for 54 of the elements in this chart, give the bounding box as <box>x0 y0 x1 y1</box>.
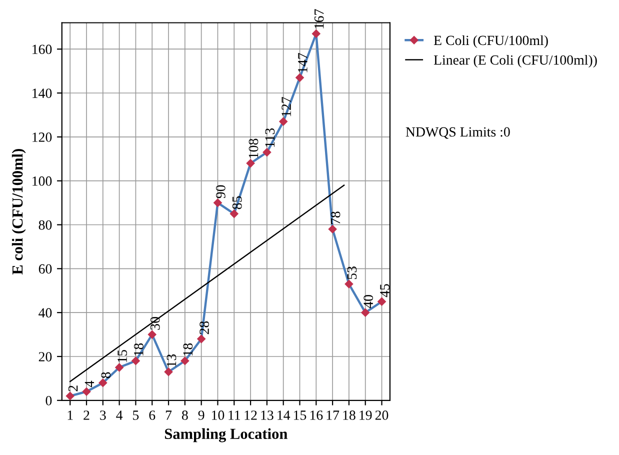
data-label: 2 <box>68 386 78 392</box>
x-tick-label: 17 <box>326 410 340 420</box>
x-tick-label: 10 <box>212 410 224 420</box>
y-tick-label: 140 <box>32 88 52 98</box>
x-tick-label: 8 <box>182 410 188 420</box>
x-tick-label: 14 <box>278 410 290 420</box>
y-tick-label: 20 <box>38 352 52 362</box>
x-tick-label: 9 <box>198 410 204 420</box>
y-axis-title: E coli (CFU/100ml) <box>12 149 26 275</box>
x-tick-label: 3 <box>100 410 106 420</box>
data-label: 28 <box>200 321 209 334</box>
text: NDWQS Limits :0 <box>406 127 510 139</box>
y-tick-label: 100 <box>32 176 52 186</box>
x-tick-label: 11 <box>228 410 240 420</box>
x-tick-label: 16 <box>310 410 323 420</box>
legend-label: Linear (E Coli (CFU/100ml)) <box>434 54 597 68</box>
legend-label: E Coli (CFU/100ml) <box>434 35 548 48</box>
data-label: 13 <box>166 354 176 366</box>
data-label: 8 <box>101 372 111 378</box>
y-tick-label: 40 <box>38 308 52 318</box>
y-tick-label: 160 <box>32 44 52 54</box>
x-tick-label: 2 <box>84 410 90 420</box>
y-tick-label: 60 <box>38 264 52 274</box>
y-tick-label: 80 <box>38 220 52 230</box>
data-label: 4 <box>84 380 94 388</box>
data-label: 15 <box>118 350 127 362</box>
x-tick-label: 19 <box>360 410 372 420</box>
x-tick-label: 20 <box>375 410 388 420</box>
x-tick-label: 1 <box>68 410 73 420</box>
data-label: 40 <box>364 295 374 308</box>
y-tick-label: 0 <box>46 396 52 406</box>
x-tick-label: 18 <box>343 410 356 420</box>
data-label: 53 <box>347 266 357 280</box>
data-label: 147 <box>298 53 308 72</box>
x-tick-label: 12 <box>244 410 257 420</box>
data-label: 30 <box>150 317 160 330</box>
x-tick-label: 15 <box>294 410 306 420</box>
data-label: 113 <box>265 128 275 147</box>
x-tick-label: 5 <box>133 410 139 420</box>
x-tick-label: 6 <box>149 410 156 420</box>
y-tick-label: 120 <box>32 132 52 142</box>
data-label: 18 <box>134 343 144 356</box>
data-label: 108 <box>248 138 258 158</box>
x-tick-label: 13 <box>261 410 274 420</box>
data-label: 45 <box>380 284 390 298</box>
data-label: 18 <box>183 343 193 356</box>
data-label: 90 <box>216 185 226 198</box>
data-label: 85 <box>232 196 242 210</box>
data-label: 127 <box>282 96 291 116</box>
x-tick-label: 4 <box>116 410 123 420</box>
x-axis-title: Sampling Location <box>164 428 288 442</box>
x-tick-label: 7 <box>166 410 172 420</box>
data-label: 78 <box>330 212 340 224</box>
data-label: 167 <box>314 9 324 28</box>
